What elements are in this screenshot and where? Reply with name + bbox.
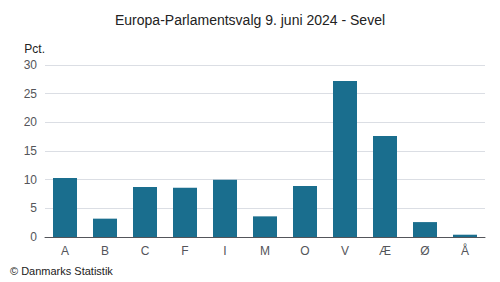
svg-text:F: F xyxy=(181,244,188,258)
svg-text:10: 10 xyxy=(24,173,38,187)
svg-text:15: 15 xyxy=(24,144,38,158)
svg-text:A: A xyxy=(61,244,69,258)
svg-text:C: C xyxy=(141,244,150,258)
svg-text:© Danmarks Statistik: © Danmarks Statistik xyxy=(10,265,113,277)
svg-text:0: 0 xyxy=(30,230,37,244)
svg-text:M: M xyxy=(260,244,270,258)
svg-text:Pct.: Pct. xyxy=(24,42,45,56)
svg-text:V: V xyxy=(341,244,349,258)
svg-text:25: 25 xyxy=(24,87,38,101)
svg-text:Ø: Ø xyxy=(420,244,429,258)
svg-text:30: 30 xyxy=(24,58,38,72)
svg-text:Europa-Parlamentsvalg 9. juni: Europa-Parlamentsvalg 9. juni 2024 - Sev… xyxy=(115,12,385,28)
svg-text:B: B xyxy=(101,244,109,258)
svg-text:Å: Å xyxy=(461,243,469,258)
svg-text:O: O xyxy=(300,244,309,258)
svg-text:I: I xyxy=(223,244,226,258)
svg-text:5: 5 xyxy=(30,201,37,215)
svg-text:Æ: Æ xyxy=(379,244,391,258)
svg-text:20: 20 xyxy=(24,115,38,129)
